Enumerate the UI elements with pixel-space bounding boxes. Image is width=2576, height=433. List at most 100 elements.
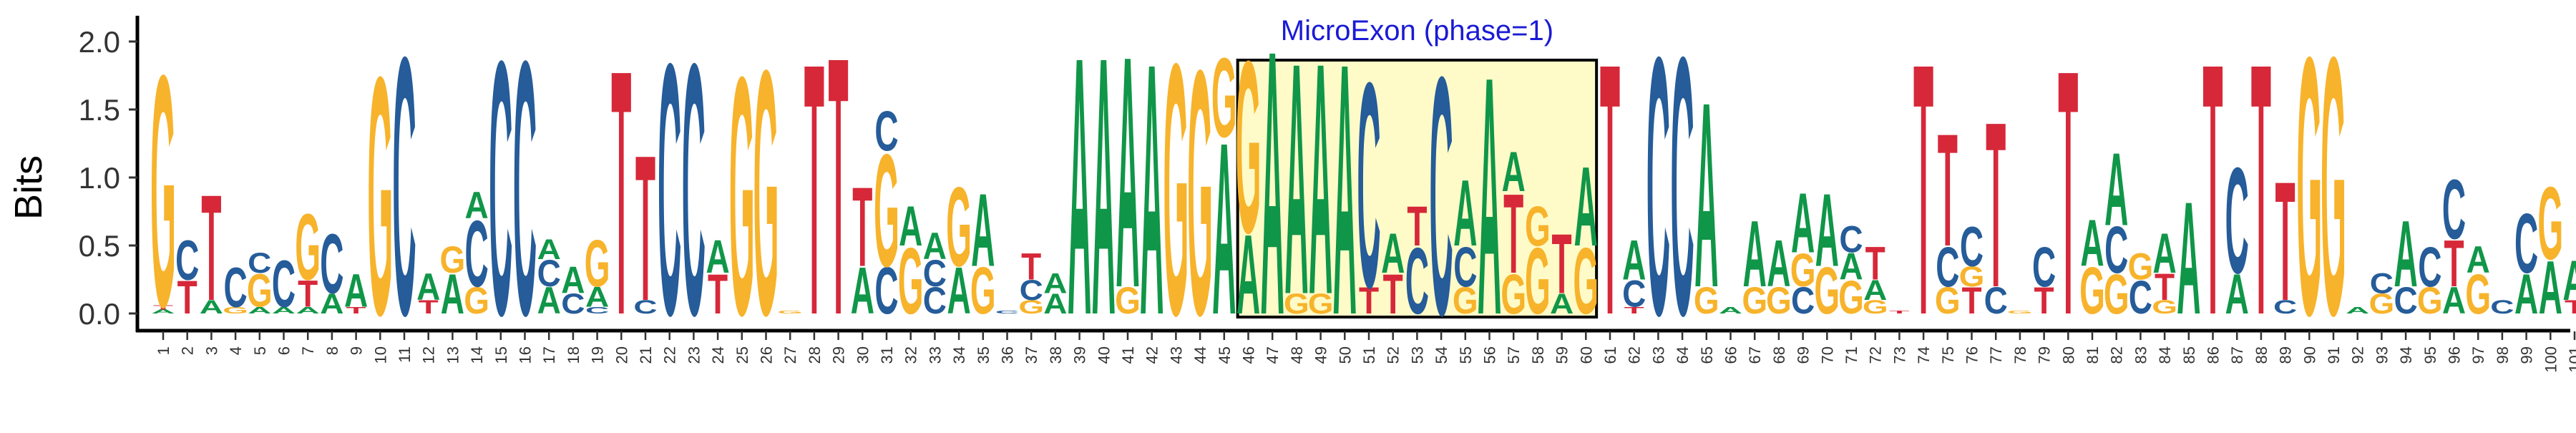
- logo-letter-G: G: [946, 163, 972, 291]
- logo-letter-G: G: [1163, 0, 1189, 390]
- logo-letter-G: G: [2128, 246, 2154, 288]
- x-tick-label: 85: [2180, 346, 2198, 364]
- logo-letter-A: A: [200, 296, 223, 318]
- logo-letter-A: A: [537, 234, 561, 266]
- x-tick-label: 58: [1529, 346, 1547, 364]
- x-tick-label: 56: [1481, 346, 1499, 364]
- logo-letter-A: A: [899, 194, 922, 258]
- x-tick-label: 96: [2446, 346, 2464, 364]
- logo-letter-C: C: [561, 288, 585, 320]
- logo-letter-C: C: [1984, 280, 2008, 322]
- x-tick-label: 32: [902, 346, 920, 364]
- x-tick-label: 26: [758, 346, 776, 364]
- logo-letter-T: T: [419, 296, 439, 318]
- x-tick-label: 95: [2421, 346, 2439, 364]
- x-tick-label: 93: [2373, 346, 2391, 364]
- x-tick-label: 74: [1915, 346, 1933, 364]
- logo-letter-A: A: [416, 266, 440, 308]
- logo-letter-A: A: [2225, 262, 2249, 326]
- y-axis-label: Bits: [7, 155, 50, 220]
- x-tick-label: 11: [396, 346, 414, 363]
- x-tick-label: 49: [1312, 346, 1330, 364]
- logo-letter-A: A: [851, 255, 874, 329]
- x-tick-label: 59: [1553, 346, 1571, 364]
- x-tick-label: 94: [2397, 346, 2415, 364]
- x-tick-label: 9: [348, 346, 366, 355]
- x-tick-label: 18: [565, 346, 582, 364]
- logo-letter-G: G: [1187, 0, 1213, 388]
- y-tick-label: 1.0: [79, 161, 120, 195]
- highlight-layer: [1236, 59, 1599, 318]
- logo-letter-T: T: [1600, 0, 1620, 390]
- logo-letter-C: C: [1646, 0, 1670, 392]
- x-tick-label: 75: [1939, 346, 1957, 364]
- logo-letter-G: G: [777, 310, 803, 314]
- x-tick-label: 92: [2349, 346, 2367, 364]
- logo-letter-A: A: [1284, 0, 1308, 364]
- logo-letter-G: G: [2007, 310, 2033, 314]
- logo-letter-C: C: [464, 201, 488, 306]
- x-tick-label: 88: [2253, 346, 2270, 364]
- logo-letter-G: G: [1501, 262, 1526, 326]
- logo-letter-A: A: [2104, 132, 2128, 248]
- x-tick-label: 8: [323, 346, 341, 355]
- logo-letter-T: T: [1503, 170, 1523, 297]
- logo-letter-C: C: [1791, 280, 1815, 322]
- logo-letter-A: A: [344, 265, 368, 317]
- x-tick-label: 78: [2011, 346, 2029, 364]
- logo-letter-T: T: [2202, 0, 2223, 390]
- logo-letter-C: C: [995, 310, 1019, 314]
- logo-letter-G: G: [2152, 296, 2177, 318]
- x-tick-label: 67: [1746, 346, 1764, 364]
- logo-letter-A: A: [1743, 201, 1767, 306]
- x-tick-label: 39: [1071, 346, 1089, 364]
- x-tick-label: 65: [1698, 346, 1716, 364]
- x-tick-label: 6: [275, 346, 293, 355]
- y-tick-label: 1.5: [79, 93, 120, 127]
- logo-letter-C: C: [248, 248, 271, 279]
- logo-letter-A: A: [1478, 6, 1501, 386]
- x-tick-label: 90: [2301, 346, 2318, 364]
- logo-letter-A: A: [1381, 221, 1405, 285]
- y-tick-label: 2.0: [79, 25, 120, 59]
- x-tick-label: 16: [517, 346, 535, 364]
- x-tick-label: 77: [1987, 346, 2005, 364]
- logo-letter-C: C: [513, 0, 537, 391]
- logo-letter-T: T: [201, 165, 221, 333]
- logo-letter-T: T: [635, 113, 655, 345]
- logo-letter-T: T: [1889, 310, 1909, 314]
- logo-letter-A: A: [2467, 239, 2490, 281]
- logo-letter-C: C: [537, 253, 561, 295]
- logo-letter-G: G: [440, 239, 466, 281]
- x-tick-label: 63: [1649, 346, 1667, 364]
- logo-letter-A: A: [2346, 305, 2369, 316]
- logo-letter-C: C: [2225, 137, 2249, 306]
- logo-letter-C: C: [2394, 280, 2417, 322]
- y-tick-label: 0.5: [79, 229, 120, 263]
- logo-letter-C: C: [223, 255, 247, 318]
- logo-letter-T: T: [2444, 228, 2464, 301]
- logo-letter-G: G: [1211, 34, 1237, 161]
- x-tick-label: 47: [1264, 346, 1282, 364]
- logo-letter-A: A: [2152, 221, 2176, 285]
- x-tick-label: 52: [1385, 346, 1402, 364]
- logo-letter-C: C: [2370, 268, 2394, 299]
- logo-letter-G: G: [295, 195, 321, 300]
- x-tick-label: 79: [2036, 346, 2054, 364]
- logo-letter-G: G: [1838, 272, 1864, 324]
- axes-layer: [135, 16, 2570, 333]
- logo-letter-G: G: [874, 121, 899, 301]
- logo-letter-A: A: [1767, 228, 1790, 301]
- x-tick-label: 25: [733, 346, 751, 364]
- logo-letter-G: G: [1453, 280, 1478, 322]
- logo-letter-G: G: [970, 255, 996, 329]
- logo-letter-T: T: [298, 273, 318, 316]
- logo-letter-C: C: [923, 253, 947, 295]
- x-tick-label: 37: [1023, 346, 1040, 364]
- logo-letter-C: C: [320, 217, 343, 312]
- x-tick-label: 41: [1119, 346, 1137, 364]
- x-tick-label: 66: [1722, 346, 1740, 364]
- x-tick-label: 51: [1360, 346, 1378, 364]
- logo-letter-G: G: [464, 280, 489, 322]
